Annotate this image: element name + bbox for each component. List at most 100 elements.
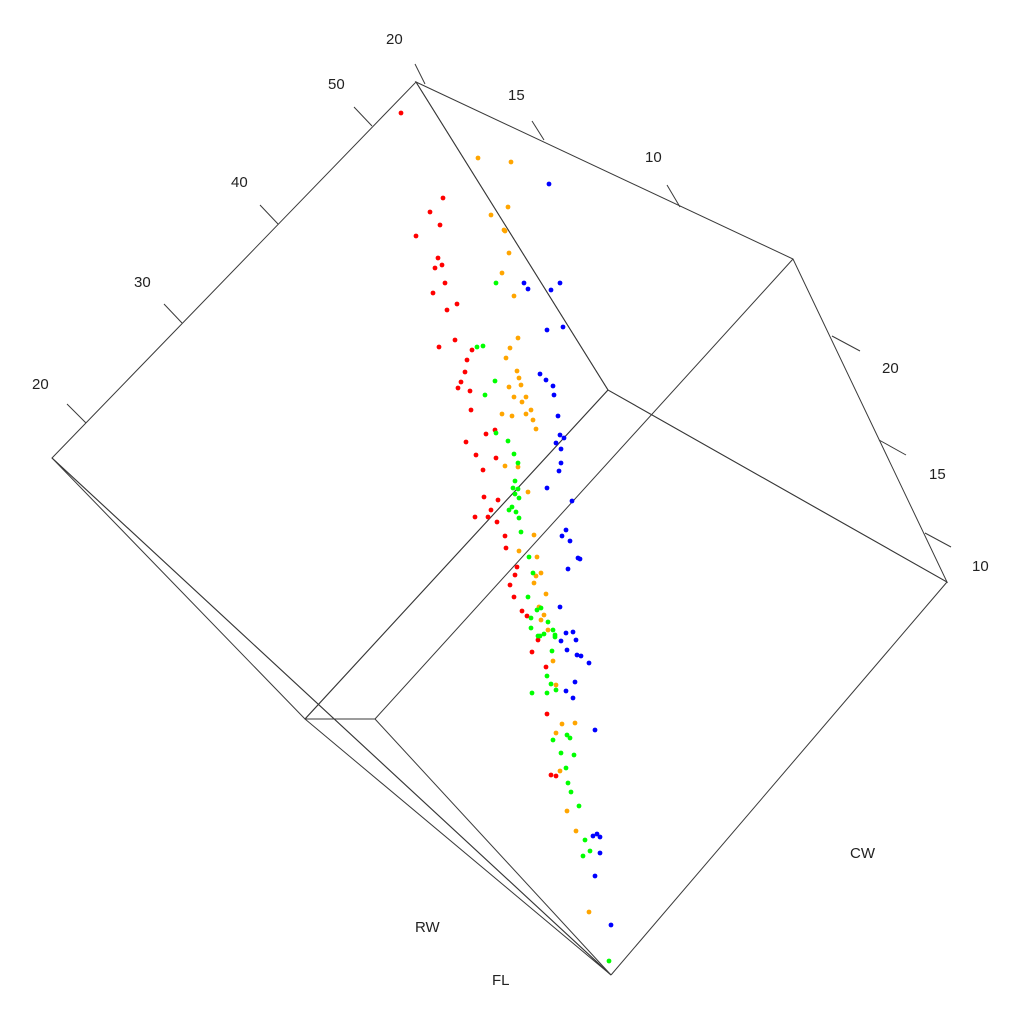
- data-point: [572, 679, 578, 685]
- data-point: [541, 612, 547, 618]
- data-point: [493, 280, 499, 286]
- data-point: [563, 527, 569, 533]
- data-point: [563, 630, 569, 636]
- data-point: [413, 233, 419, 239]
- data-point: [480, 467, 486, 473]
- data-point: [485, 514, 491, 520]
- data-point: [564, 732, 570, 738]
- data-point: [564, 808, 570, 814]
- data-point: [552, 634, 558, 640]
- data-point: [436, 344, 442, 350]
- data-point: [509, 413, 515, 419]
- rw-tick-label: 20: [386, 31, 403, 48]
- rw-tick-20: [414, 63, 426, 85]
- fl-tick-label: 10: [972, 558, 989, 575]
- data-point: [582, 837, 588, 843]
- data-point: [606, 958, 612, 964]
- cw-fl-top-face: [414, 80, 949, 584]
- data-point: [558, 638, 564, 644]
- data-point: [519, 608, 525, 614]
- data-point: [555, 413, 561, 419]
- data-point: [516, 548, 522, 554]
- data-point: [534, 554, 540, 560]
- data-point: [587, 848, 593, 854]
- data-point: [509, 504, 515, 510]
- data-point: [586, 909, 592, 915]
- data-point: [529, 690, 535, 696]
- data-point: [398, 110, 404, 116]
- data-point: [592, 873, 598, 879]
- rw-axis-label: RW: [415, 919, 441, 936]
- data-point: [557, 432, 563, 438]
- data-point: [464, 357, 470, 363]
- data-point: [529, 649, 535, 655]
- cw-tick-40: [259, 204, 279, 225]
- data-point: [608, 922, 614, 928]
- data-point: [548, 681, 554, 687]
- data-point: [528, 407, 534, 413]
- data-point: [473, 452, 479, 458]
- data-point: [454, 301, 460, 307]
- data-point: [565, 780, 571, 786]
- data-point: [482, 392, 488, 398]
- data-point: [524, 613, 530, 619]
- data-point: [427, 209, 433, 215]
- data-point: [534, 607, 540, 613]
- data-point: [523, 411, 529, 417]
- data-point: [475, 155, 481, 161]
- data-point: [559, 721, 565, 727]
- data-point: [511, 594, 517, 600]
- cw-tick-label: 20: [32, 376, 49, 393]
- data-point: [528, 615, 534, 621]
- data-point: [523, 394, 529, 400]
- inner-edge-b: [374, 258, 794, 720]
- data-point: [544, 485, 550, 491]
- data-point: [462, 369, 468, 375]
- cw-tick-50: [353, 106, 373, 127]
- data-point: [558, 750, 564, 756]
- data-point: [488, 212, 494, 218]
- data-point: [563, 688, 569, 694]
- bounding-box: [51, 80, 949, 976]
- fl-tick-20: [831, 335, 861, 352]
- data-point: [574, 652, 580, 658]
- data-point: [530, 417, 536, 423]
- data-point: [541, 631, 547, 637]
- data-point: [559, 533, 565, 539]
- data-point: [442, 280, 448, 286]
- data-point: [573, 637, 579, 643]
- data-point: [514, 564, 520, 570]
- data-point: [516, 495, 522, 501]
- cw-tick-label: 30: [134, 274, 151, 291]
- rw-tick-label: 10: [645, 149, 662, 166]
- data-point: [578, 653, 584, 659]
- data-point: [515, 335, 521, 341]
- data-point: [564, 647, 570, 653]
- data-point: [538, 605, 544, 611]
- data-point: [499, 270, 505, 276]
- data-point: [597, 834, 603, 840]
- data-point: [594, 831, 600, 837]
- data-point: [503, 355, 509, 361]
- cw-tick-20: [66, 403, 87, 424]
- data-point: [586, 660, 592, 666]
- data-point: [494, 519, 500, 525]
- cw-tick-label: 50: [328, 76, 345, 93]
- data-point: [528, 625, 534, 631]
- data-point: [506, 507, 512, 513]
- data-point: [535, 637, 541, 643]
- data-point: [548, 772, 554, 778]
- data-point: [572, 720, 578, 726]
- data-point: [440, 195, 446, 201]
- fl-axis: 20 15 10 FL: [492, 335, 989, 989]
- rw-tick-15: [531, 120, 545, 141]
- data-point: [492, 378, 498, 384]
- data-point: [530, 570, 536, 576]
- rw-tick-label: 15: [508, 87, 525, 104]
- data-point: [545, 627, 551, 633]
- data-point: [502, 533, 508, 539]
- data-point: [544, 690, 550, 696]
- fl-tick-10: [924, 532, 952, 548]
- data-point: [480, 343, 486, 349]
- data-point: [565, 566, 571, 572]
